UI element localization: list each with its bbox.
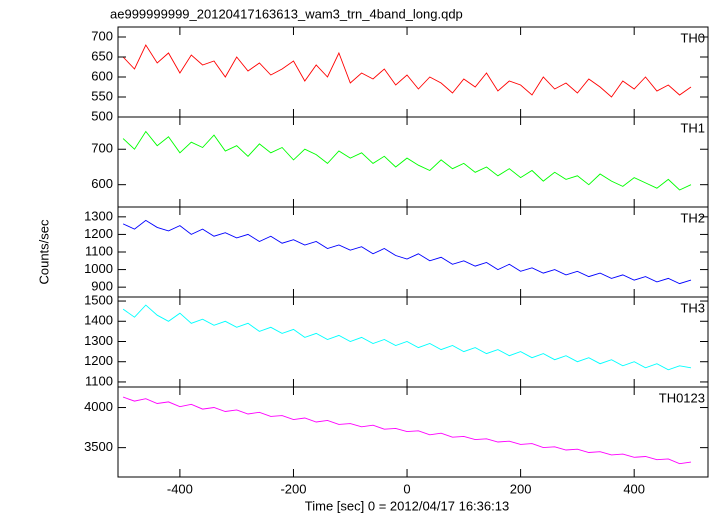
panel-label: TH0123: [659, 390, 705, 405]
panel-label: TH1: [680, 120, 705, 135]
y-tick-label: 3500: [84, 439, 113, 454]
chart-title: ae999999999_20120417163613_wam3_trn_4ban…: [110, 6, 463, 21]
series-line: [122, 44, 692, 98]
y-tick-label: 1300: [84, 208, 113, 223]
x-tick-label: -400: [167, 481, 193, 496]
x-axis-label: Time [sec] 0 = 2012/04/17 16:36:13: [305, 498, 509, 513]
y-tick-label: 600: [91, 68, 113, 83]
x-tick-label: 400: [623, 481, 645, 496]
x-tick-label: 0: [403, 481, 410, 496]
y-tick-label: 600: [91, 176, 113, 191]
y-tick-label: 1100: [85, 373, 113, 388]
panel-label: TH0: [680, 30, 705, 45]
y-tick-label: 500: [91, 108, 113, 123]
y-tick-label: 1000: [84, 261, 113, 276]
panel-label: TH2: [680, 210, 705, 225]
series-line: [122, 130, 692, 191]
y-axis-label: Counts/sec: [36, 219, 51, 285]
x-tick-label: -200: [280, 481, 306, 496]
panel-frame: [117, 386, 709, 478]
y-tick-label: 650: [91, 48, 113, 63]
y-tick-label: 550: [91, 88, 113, 103]
y-tick-label: 900: [91, 279, 113, 294]
series-line: [122, 304, 692, 371]
y-tick-label: 1500: [84, 292, 113, 307]
y-tick-label: 4000: [84, 399, 113, 414]
y-tick-label: 1300: [84, 333, 113, 348]
panel-frame: [117, 26, 709, 118]
panel-frame: [117, 206, 709, 298]
y-tick-label: 1200: [84, 226, 113, 241]
y-tick-label: 700: [91, 141, 113, 156]
series-line: [122, 396, 692, 465]
series-line: [122, 219, 692, 285]
x-tick-label: 200: [510, 481, 532, 496]
y-tick-label: 1200: [84, 353, 113, 368]
panel-frame: [117, 296, 709, 388]
panel-label: TH3: [680, 300, 705, 315]
y-tick-label: 1100: [85, 243, 113, 258]
y-tick-label: 1400: [84, 313, 113, 328]
y-tick-label: 700: [91, 28, 113, 43]
